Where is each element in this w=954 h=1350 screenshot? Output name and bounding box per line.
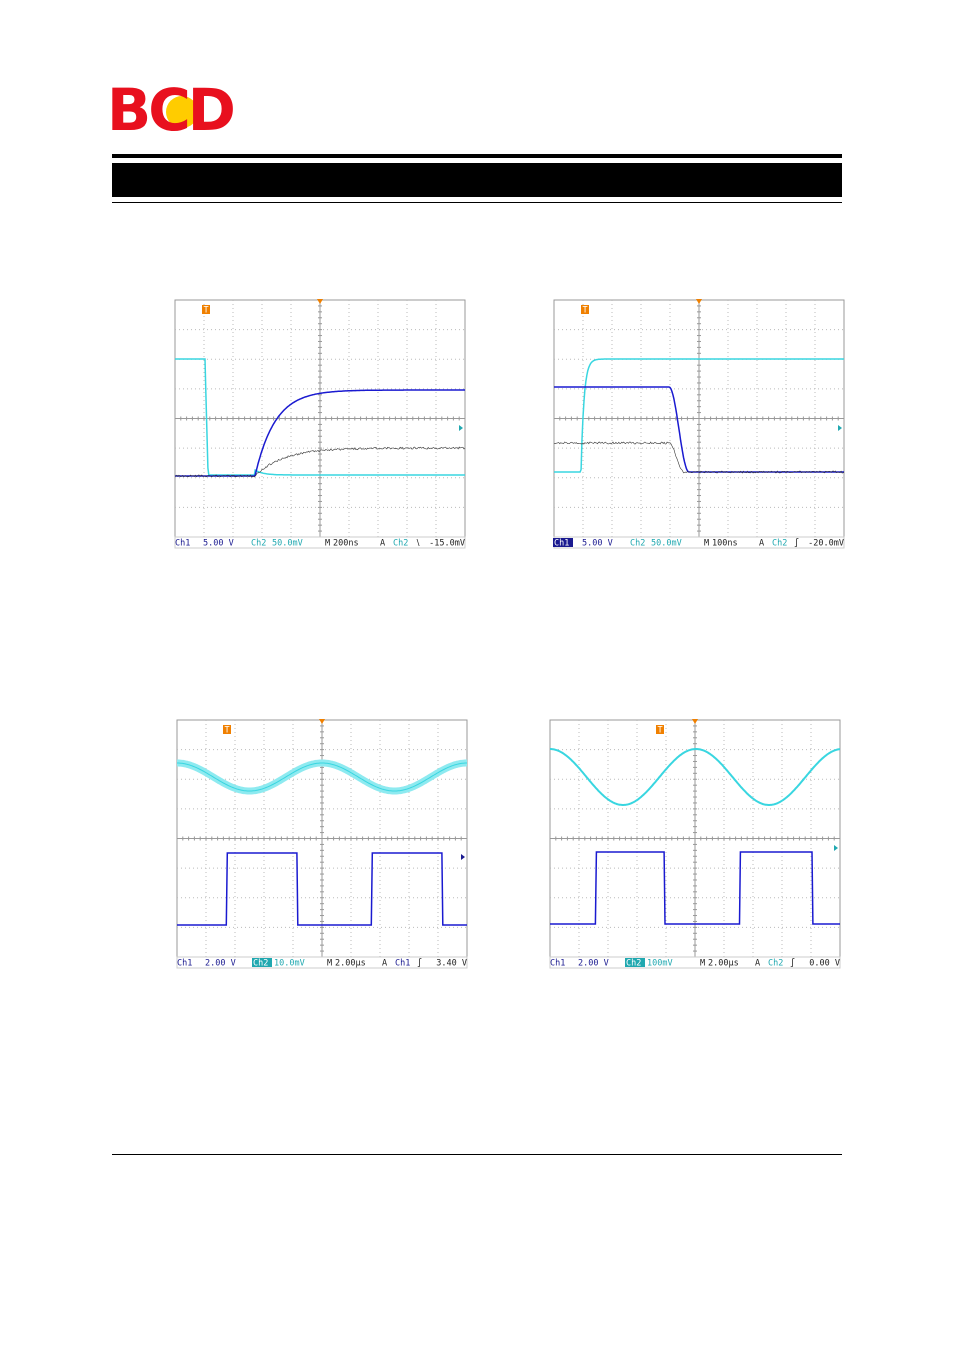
header-bar (112, 163, 842, 197)
footer-rule (112, 1154, 842, 1155)
status-text: ∖ (415, 539, 420, 549)
status-text: 5.00 V (582, 539, 613, 549)
status-text: ∫ (794, 538, 799, 549)
status-text: 0.00 V (809, 959, 840, 969)
status-text: 50.0mV (651, 539, 682, 549)
status-text: Ch2 (768, 959, 783, 969)
scope: T21Ch15.00 VCh250.0mVM100nsACh2∫-20.0mV (553, 299, 847, 549)
trigger-marker: T (657, 726, 662, 736)
status-text: 2.00 V (578, 959, 609, 969)
status-text: M (700, 959, 705, 969)
status-text: 3.40 V (436, 959, 467, 969)
rule (112, 154, 842, 158)
status-text: 2.00µs (335, 959, 366, 969)
status-text: Ch2 (630, 539, 645, 549)
logo: BCD (105, 84, 250, 140)
status-text: 10.0mV (274, 959, 305, 969)
scope: T21Ch12.00 VCh2100mVM2.00µsACh2∫0.00 V (549, 719, 843, 969)
status-text: Ch1 (177, 959, 192, 969)
status-text: 200ns (333, 539, 359, 549)
logo-text: BCD (107, 84, 234, 140)
status-text: -20.0mV (808, 539, 844, 549)
status-text: M (704, 539, 709, 549)
trigger-marker: T (582, 306, 587, 316)
status-text: A (380, 539, 385, 549)
status-text: -15.0mV (429, 539, 465, 549)
status-text: Ch2 (626, 959, 641, 969)
status-text: Ch1 (175, 539, 190, 549)
status-text: Ch2 (251, 539, 266, 549)
status-text: 5.00 V (203, 539, 234, 549)
trigger-marker: T (203, 306, 208, 316)
trigger-marker: T (224, 726, 229, 736)
status-text: 50.0mV (272, 539, 303, 549)
status-text: A (755, 959, 760, 969)
status-text: Ch1 (554, 539, 569, 549)
status-text: Ch2 (253, 959, 268, 969)
status-text: Ch2 (393, 539, 408, 549)
status-text: Ch1 (395, 959, 410, 969)
status-text: A (382, 959, 387, 969)
page: BCD T21Ch15.00 VCh250.0mVM200nsACh2∖-15.… (0, 0, 954, 1350)
status-text: M (327, 959, 332, 969)
status-text: ∫ (417, 958, 422, 969)
status-text: ∫ (790, 958, 795, 969)
scope: T21Ch15.00 VCh250.0mVM200nsACh2∖-15.0mV (174, 299, 468, 549)
status-text: 100mV (647, 959, 673, 969)
status-text: 2.00µs (708, 959, 739, 969)
rule (112, 202, 842, 203)
status-text: 100ns (712, 539, 738, 549)
status-text: Ch1 (550, 959, 565, 969)
scope: T21Ch12.00 VCh210.0mVM2.00µsACh1∫3.40 V (176, 719, 470, 969)
status-text: 2.00 V (205, 959, 236, 969)
status-text: A (759, 539, 764, 549)
status-text: M (325, 539, 330, 549)
status-text: Ch2 (772, 539, 787, 549)
